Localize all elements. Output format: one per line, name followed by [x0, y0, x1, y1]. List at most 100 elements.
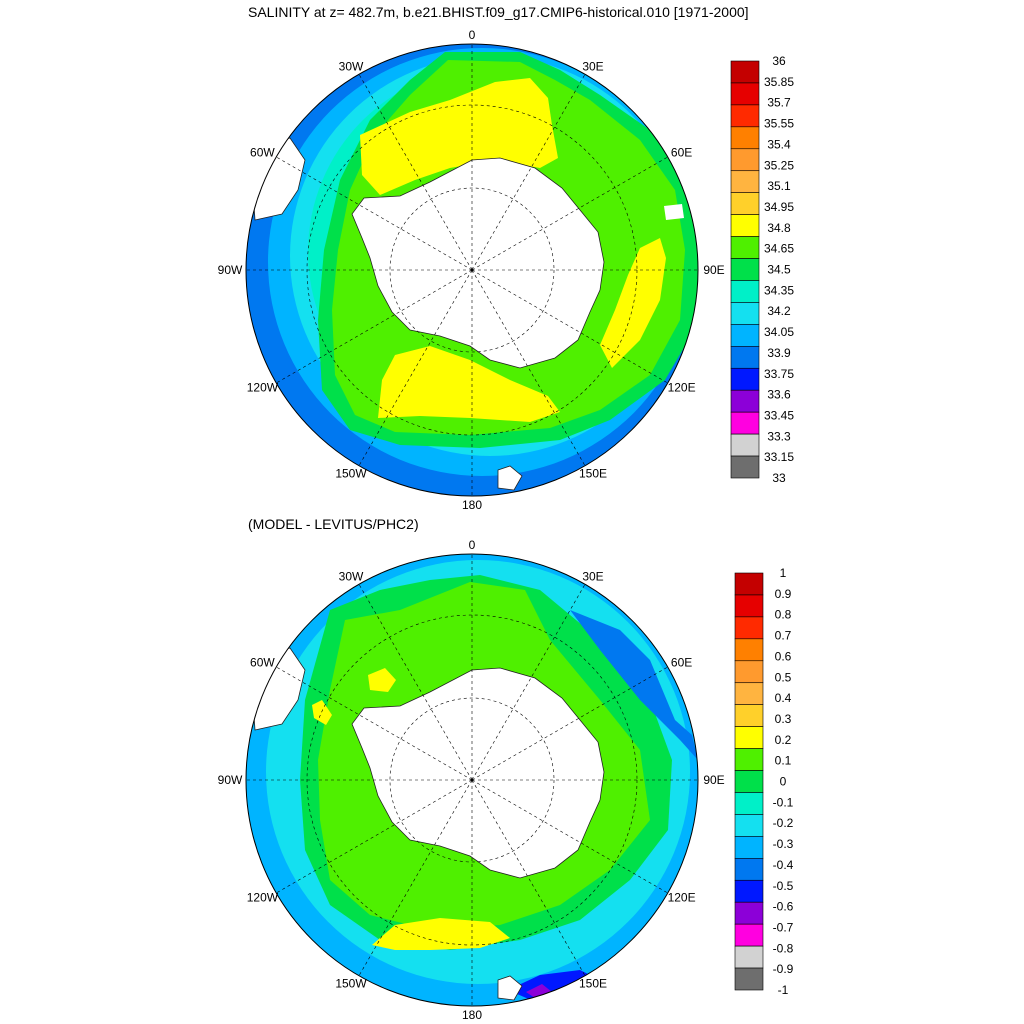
- colorbar-swatch: [730, 214, 760, 237]
- longitude-label-120E: 120E: [668, 381, 696, 395]
- colorbar-label: 0.1: [775, 754, 792, 768]
- colorbar-swatch: [734, 748, 764, 771]
- colorbar-label: -0.2: [773, 816, 794, 830]
- colorbar-label: 33.15: [764, 450, 794, 464]
- colorbar-swatch: [730, 433, 760, 457]
- graticule-2: [246, 554, 698, 1006]
- colorbar-label: 35.4: [767, 137, 791, 151]
- colorbar-label: 35.1: [767, 179, 791, 193]
- colorbar-swatch: [734, 858, 764, 881]
- colorbar-label: 35.7: [767, 96, 791, 110]
- map-border-2: [245, 553, 699, 1007]
- colorbar-swatch: [730, 302, 760, 325]
- diff-negative-east: [570, 610, 698, 760]
- colorbar-swatch: [734, 923, 764, 947]
- colorbar-swatch: [730, 148, 760, 172]
- colorbar-label: 0.2: [775, 733, 792, 747]
- colorbar-label: -0.8: [773, 941, 794, 955]
- colorbar-label: -0.4: [773, 858, 794, 872]
- colorbar-label: 35.55: [764, 117, 794, 131]
- colorbar-label: 36: [772, 54, 786, 68]
- colorbar-label: -0.5: [773, 879, 794, 893]
- diff-core-north: [368, 668, 396, 692]
- colorbar-label: 0.9: [775, 587, 792, 601]
- field-core-east: [600, 238, 666, 368]
- colorbar-label: 0.7: [775, 629, 792, 643]
- colorbar-label: 33.6: [767, 388, 791, 402]
- colorbar-label: -0.3: [773, 837, 794, 851]
- colorbar-label: 34.2: [767, 304, 791, 318]
- colorbar-label: -0.1: [773, 795, 794, 809]
- colorbar-label: -0.7: [773, 920, 794, 934]
- colorbar-swatch: [730, 126, 760, 150]
- colorbar-swatch: [734, 660, 764, 684]
- colorbar-label: 34.95: [764, 200, 794, 214]
- colorbar-swatch: [734, 879, 764, 903]
- colorbar-swatch: [734, 836, 764, 859]
- longitude-label-150E: 150E: [579, 977, 607, 991]
- colorbar-swatch: [730, 236, 760, 259]
- colorbar-label: 35.85: [764, 75, 794, 89]
- colorbar-swatch: [730, 280, 760, 303]
- australia-coast-2: [497, 975, 523, 1001]
- longitude-label-150W: 150W: [335, 977, 367, 991]
- colorbar-swatch: [734, 967, 764, 991]
- colorbar-swatch: [734, 682, 764, 705]
- field-core-north: [360, 78, 558, 195]
- antarctica: [351, 157, 605, 369]
- longitude-label-180: 180: [462, 1008, 482, 1022]
- colorbar-swatch: [730, 411, 760, 435]
- longitude-label-150W: 150W: [335, 467, 367, 481]
- diff-core-west: [312, 700, 332, 725]
- colorbar-label: 33.9: [767, 346, 791, 360]
- map-border: [245, 43, 699, 497]
- salinity-colorbar: 36 35.85 35.7 35.55 35.4 35.25 35.1 34.95 34.8 34…: [730, 54, 794, 485]
- colorbar-swatch: [730, 324, 760, 347]
- colorbar-swatch: [734, 594, 764, 618]
- colorbar-label: 0.8: [775, 608, 792, 622]
- diff-core-south: [372, 918, 510, 950]
- colorbar-label: 34.05: [764, 325, 794, 339]
- colorbar-swatch: [734, 792, 764, 815]
- colorbar-swatch: [730, 455, 760, 479]
- longitude-label-120W: 120W: [247, 381, 279, 395]
- colorbar-swatch: [734, 638, 764, 662]
- colorbar-label: 34.35: [764, 283, 794, 297]
- colorbar-swatch: [734, 726, 764, 749]
- longitude-label-180: 180: [462, 498, 482, 512]
- colorbar-swatch: [734, 945, 764, 969]
- longitude-label-30W: 30W: [339, 60, 364, 74]
- colorbar-label: 35.25: [764, 158, 794, 172]
- colorbar-label: 0.3: [775, 712, 792, 726]
- colorbar-label: 0.6: [775, 649, 792, 663]
- colorbar-label: 33.3: [767, 429, 791, 443]
- longitude-label-30W: 30W: [339, 570, 364, 584]
- difference-map: 0 30E 60E 90E 120E 150E 180 150W 120W 90W 60W 30W 1…: [218, 538, 794, 1022]
- longitude-label-120E: 120E: [668, 891, 696, 905]
- longitude-label-60W: 60W: [250, 146, 275, 160]
- longitude-label-150E: 150E: [579, 467, 607, 481]
- longitude-label-60W: 60W: [250, 656, 275, 670]
- antarctica-2: [351, 667, 605, 879]
- diff-purple-patch: [526, 984, 552, 1000]
- colorbar-label: -1: [778, 983, 789, 997]
- longitude-label-60E: 60E: [671, 146, 692, 160]
- longitude-label-0: 0: [469, 28, 476, 42]
- colorbar-label: 0.4: [775, 691, 792, 705]
- graticule: [246, 44, 698, 496]
- salinity-map: 0 30E 60E 90E 120E 150E 180 150W 120W 90W 60W 30W 3…: [218, 28, 795, 512]
- longitude-labels-2: 0 30E 60E 90E 120E 150E 180 150W 120W 90W 60W 30W: [218, 538, 725, 1022]
- colorbar-swatch: [734, 704, 764, 727]
- panel1-title: SALINITY at z= 482.7m, b.e21.BHIST.f09_g…: [248, 4, 749, 20]
- longitude-label-90W: 90W: [218, 773, 243, 787]
- colorbar-swatch: [734, 814, 764, 837]
- colorbar-swatch: [730, 389, 760, 413]
- difference-colorbar: 1 0.9 0.8 0.7 0.6 0.5 0.4 0.3 0.2 0.1 0 -0.1 -0.2 -0.…: [734, 566, 794, 997]
- colorbar-label: 33.75: [764, 367, 794, 381]
- australia-coast: [497, 465, 523, 491]
- longitude-label-0: 0: [469, 538, 476, 552]
- longitude-label-30E: 30E: [582, 570, 603, 584]
- longitude-label-60E: 60E: [671, 656, 692, 670]
- longitude-label-90E: 90E: [703, 263, 724, 277]
